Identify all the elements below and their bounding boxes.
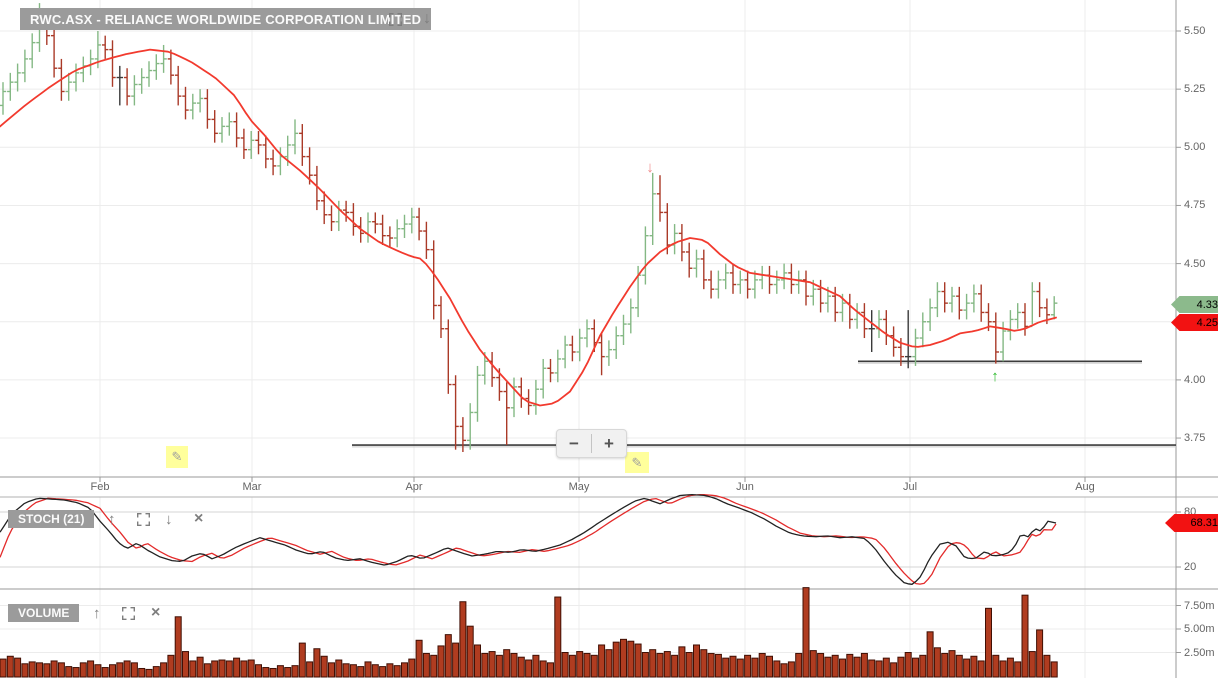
stoch-move-down-icon[interactable]: ↓	[165, 511, 173, 528]
month-axis-label: Feb	[90, 481, 110, 493]
volume-axis-label: 7.50m	[1184, 599, 1215, 612]
annotation-note-icon[interactable]: ✎	[625, 452, 649, 473]
month-axis-label: Jul	[902, 481, 918, 493]
volume-close-icon[interactable]: ×	[151, 604, 161, 621]
expand-icon-glyph	[136, 512, 151, 527]
price-axis-label: 5.00	[1184, 141, 1206, 154]
stoch-close-icon[interactable]: ×	[194, 510, 204, 527]
volume-move-up-icon[interactable]: ↑	[93, 605, 101, 622]
annotation-note-icon[interactable]: ✎	[166, 446, 188, 468]
month-axis-label: Apr	[405, 481, 423, 493]
expand-icon-glyph	[388, 12, 403, 27]
price-axis-label: 4.00	[1184, 373, 1206, 386]
volume-axis-label: 5.00m	[1184, 623, 1215, 635]
buy-signal-arrow-icon: ↑	[991, 368, 999, 385]
zoom-in-button[interactable]: +	[604, 433, 614, 453]
month-axis-label: Aug	[1075, 481, 1095, 493]
price-axis-label: 4.75	[1184, 199, 1206, 212]
volume-axis-label: 2.50m	[1184, 646, 1215, 659]
month-axis-label: Mar	[242, 481, 262, 493]
price-axis-label: 5.50	[1184, 25, 1206, 37]
sell-signal-arrow-icon: ↓	[646, 159, 654, 176]
stoch-value-badge: 68.31	[1165, 514, 1218, 532]
price-axis-label: 3.75	[1184, 432, 1206, 445]
zoom-control: − +	[556, 429, 627, 458]
chart-title: RWC.ASX - RELIANCE WORLDWIDE CORPORATION…	[20, 8, 432, 30]
stoch-expand-icon[interactable]	[136, 512, 151, 529]
expand-icon[interactable]	[388, 12, 403, 29]
month-axis-label: Jun	[736, 481, 754, 493]
stoch-panel-label: STOCH (21)	[8, 510, 95, 528]
ma-price-badge: 4.25	[1171, 314, 1218, 331]
month-axis-label: May	[568, 481, 590, 493]
price-axis-label: 4.50	[1184, 257, 1206, 270]
volume-expand-icon[interactable]	[121, 606, 136, 623]
volume-panel-label: VOLUME	[8, 604, 80, 622]
zoom-control-divider	[591, 434, 592, 453]
move-panel-down-icon[interactable]: ↓	[423, 10, 431, 27]
stoch-axis-label: 20	[1184, 561, 1197, 573]
price-axis-label: 5.25	[1184, 83, 1206, 96]
last-price-badge: 4.33	[1171, 296, 1218, 313]
expand-icon-glyph	[121, 606, 136, 621]
stoch-move-up-icon[interactable]: ↑	[108, 511, 116, 528]
zoom-out-button[interactable]: −	[569, 433, 579, 453]
